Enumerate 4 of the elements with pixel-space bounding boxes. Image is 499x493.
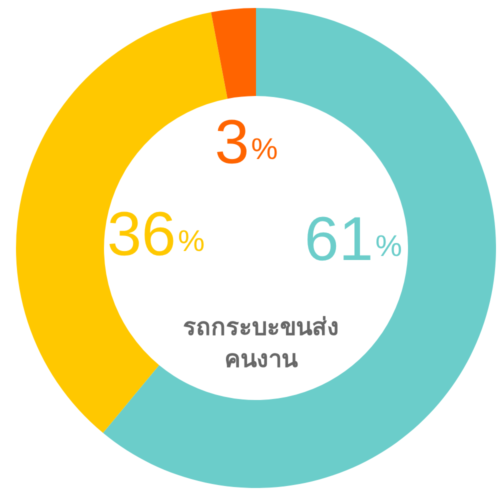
data-label: 61% [304,205,402,274]
data-label: 3% [214,108,278,177]
data-label: 36% [107,200,205,270]
text: รถกระบะขนส่ง คนงาน [183,313,339,373]
